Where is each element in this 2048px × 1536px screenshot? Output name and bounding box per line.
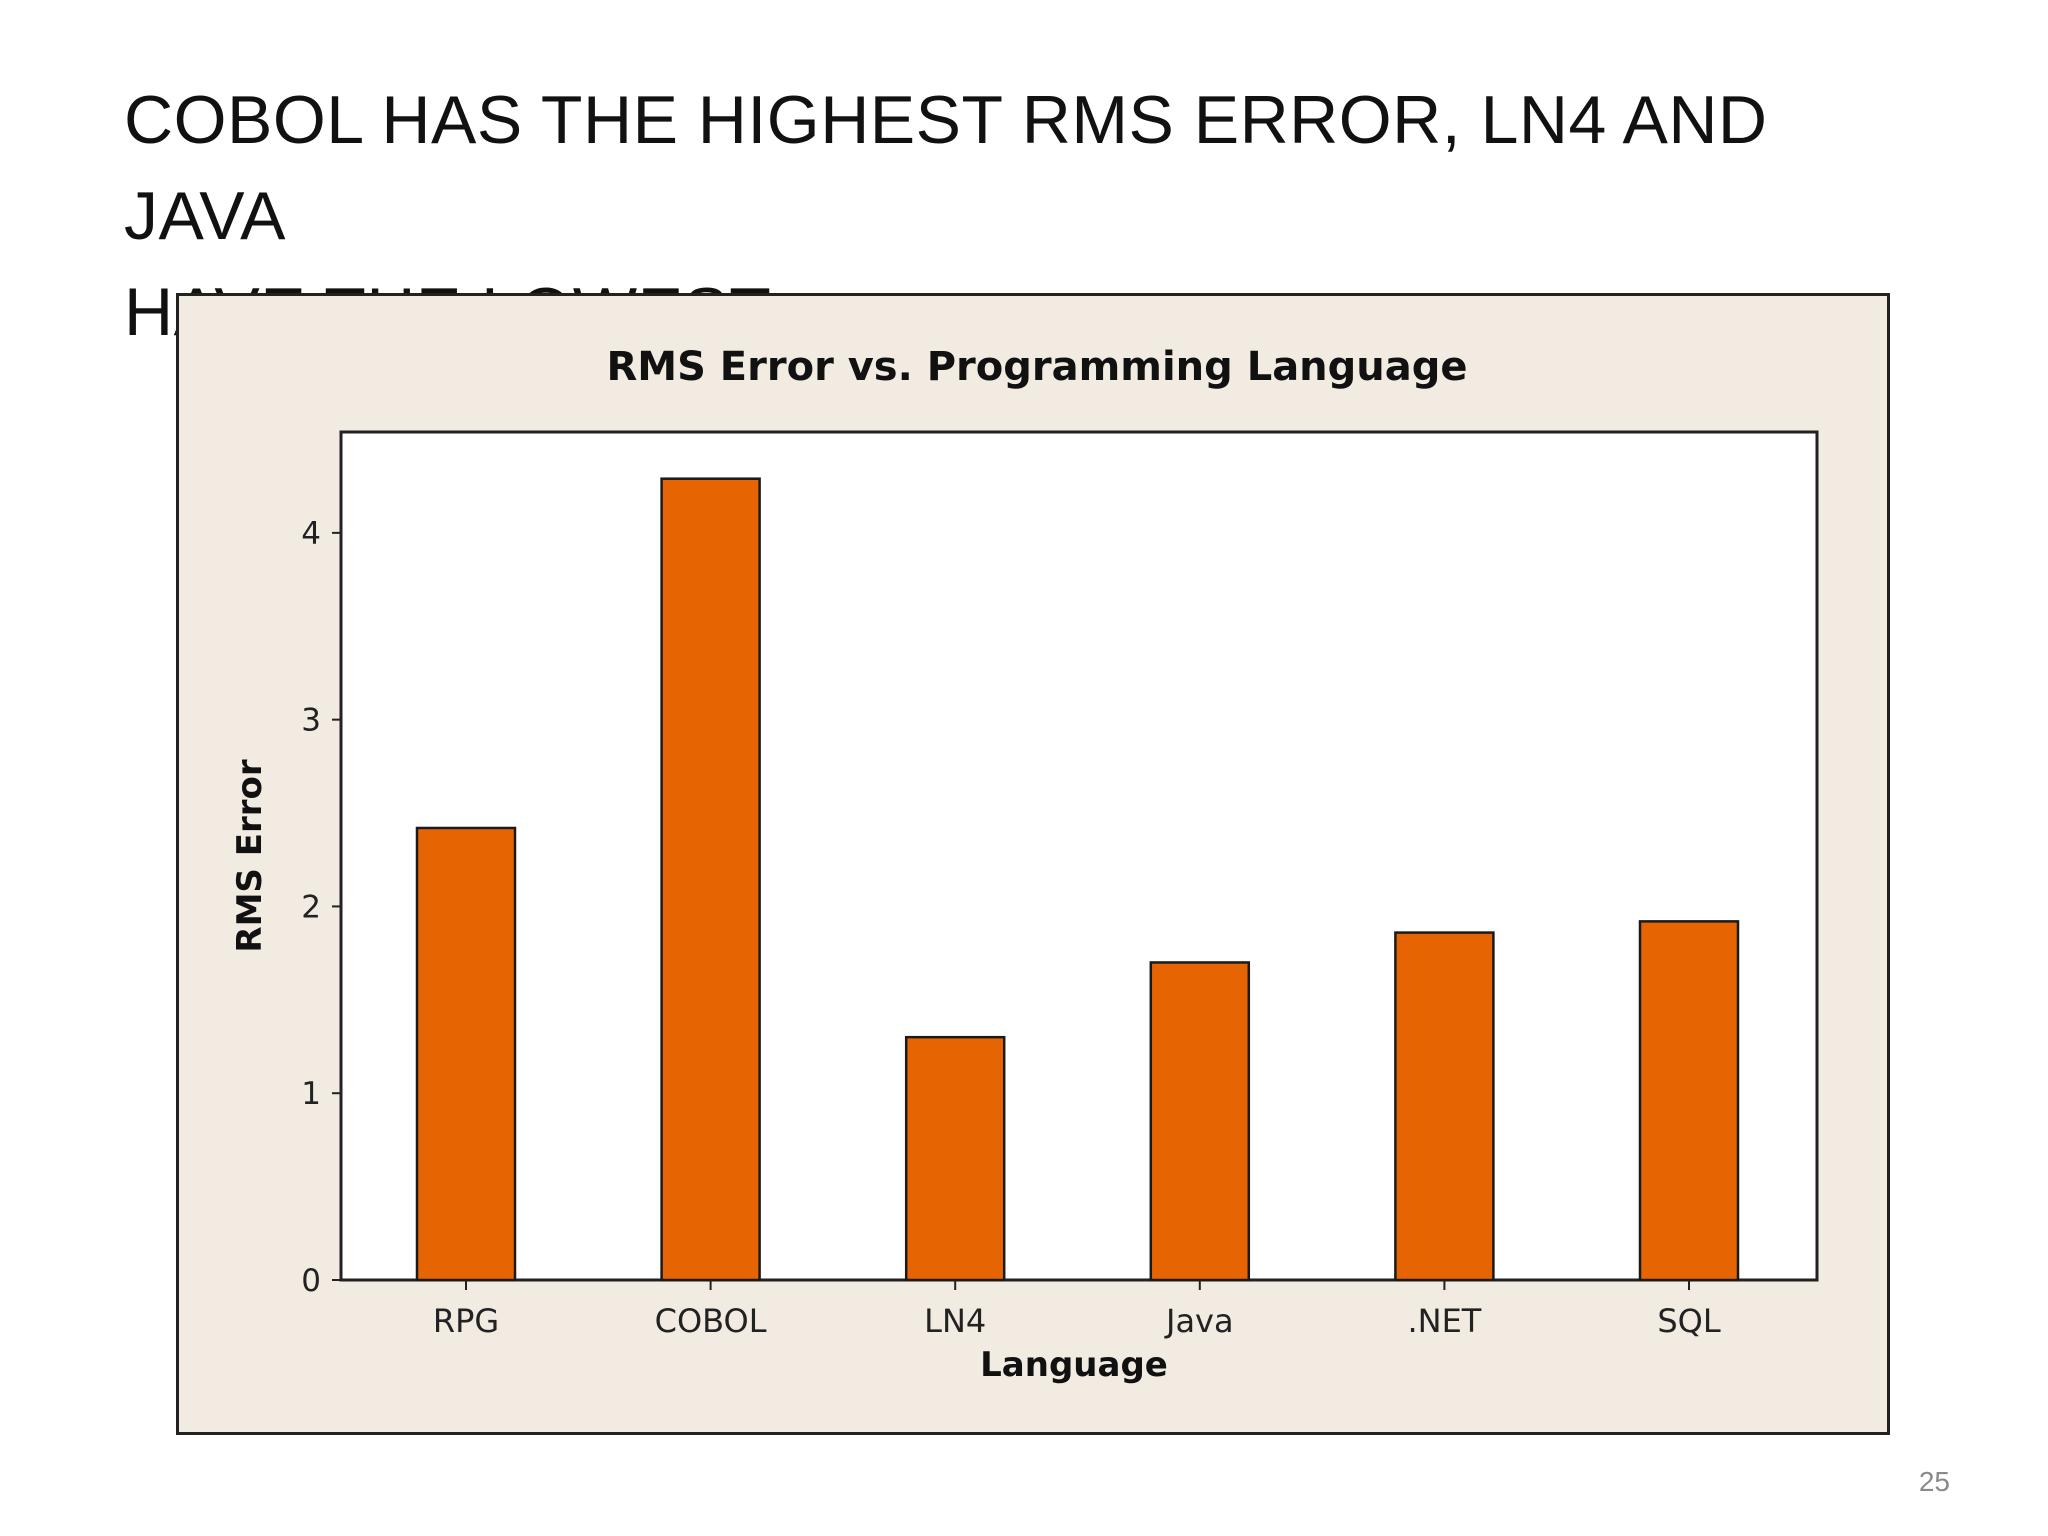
bar-sql [1638, 920, 1740, 1282]
bar-ln4 [904, 1035, 1006, 1282]
bar-chart: RMS Error vs. Programming Language 0 1 2 3 4… [230, 344, 1819, 1385]
x-tick-label: LN4 [924, 1302, 986, 1340]
bar-java [1149, 961, 1251, 1282]
y-axis-label: RMS Error [230, 759, 270, 952]
y-axis: 0 1 2 3 4 [301, 516, 341, 1299]
x-tick-label: Java [1164, 1302, 1234, 1340]
x-tick-label: SQL [1657, 1302, 1721, 1340]
y-tick-label: 3 [301, 703, 321, 739]
x-tick-label: .NET [1407, 1302, 1481, 1340]
chart-frame: RMS Error vs. Programming Language 0 1 2 3 4… [176, 293, 1890, 1435]
plot-area [339, 430, 1819, 1282]
chart-title: RMS Error vs. Programming Language [606, 344, 1467, 390]
y-tick-label: 0 [301, 1263, 321, 1299]
bar-rpg [415, 826, 517, 1282]
y-tick-label: 1 [301, 1076, 321, 1112]
bar-cobol [660, 477, 761, 1282]
x-tick-label: COBOL [655, 1302, 767, 1340]
x-axis-label: Language [980, 1345, 1168, 1385]
y-tick-label: 4 [301, 516, 321, 552]
page-number: 25 [1918, 1466, 1950, 1497]
bars [415, 477, 1740, 1282]
x-tick-label: RPG [433, 1302, 499, 1340]
x-axis: RPG COBOL LN4 Java .NET SQL [433, 1280, 1721, 1340]
y-tick-label: 2 [301, 889, 321, 925]
bar-net [1394, 931, 1495, 1282]
slide-title-line-1: COBOL HAS THE HIGHEST RMS ERROR, LN4 AND… [124, 82, 1768, 254]
